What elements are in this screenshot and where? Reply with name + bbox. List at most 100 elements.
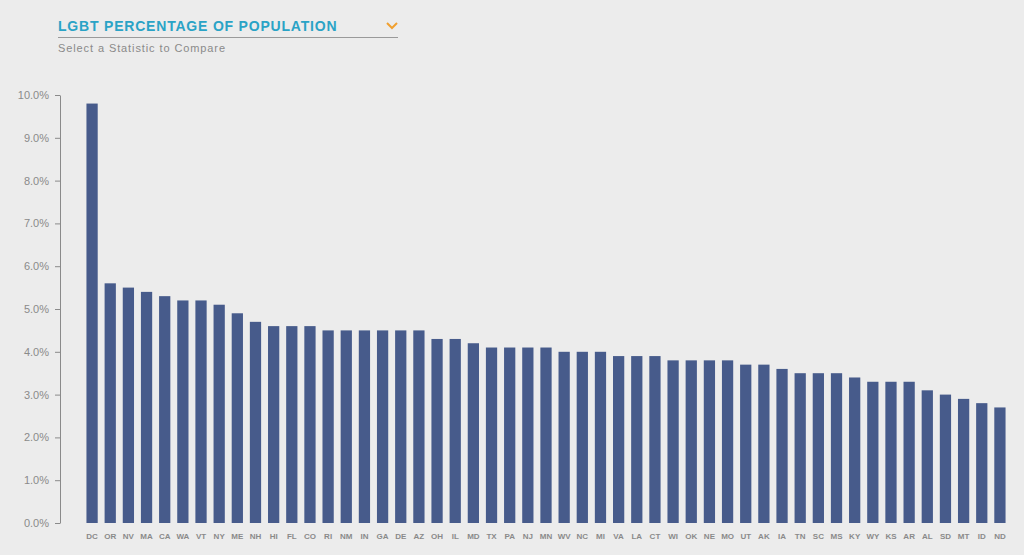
x-tick-label: LA [631,532,642,541]
bar[interactable] [159,296,170,523]
x-tick-label: SC [813,532,824,541]
bar[interactable] [177,300,188,523]
bar[interactable] [105,283,116,523]
bar[interactable] [486,348,497,523]
bar[interactable] [559,352,570,523]
x-tick: WA [176,523,189,541]
bar[interactable] [577,352,588,523]
x-tick: DE [395,523,407,541]
bar[interactable] [740,365,751,523]
x-tick-label: AL [922,532,933,541]
x-tick: WI [668,523,678,541]
y-tick-label: 3.0% [24,389,49,401]
y-tick: 10.0% [18,89,60,101]
bar[interactable] [123,288,134,523]
x-tick: OR [104,523,116,541]
bar[interactable] [195,300,206,523]
bar[interactable] [976,403,987,523]
bar[interactable] [141,292,152,523]
bar[interactable] [776,369,787,523]
x-axis: DCORNVMACAWAVTNYMENHHIFLCORINMINGADEAZOH… [86,523,1006,541]
bar[interactable] [904,382,915,523]
bar[interactable] [758,365,769,523]
bar[interactable] [795,373,806,523]
bar[interactable] [940,395,951,523]
x-tick-label: VA [613,532,624,541]
x-tick-label: HI [270,532,278,541]
bar[interactable] [704,360,715,523]
bar[interactable] [667,360,678,523]
y-tick-mark [55,480,60,481]
x-tick-label: MS [831,532,844,541]
x-tick-label: SD [940,532,951,541]
x-tick: SC [813,523,824,541]
bar[interactable] [286,326,297,523]
bar[interactable] [504,348,515,523]
bar[interactable] [885,382,896,523]
bar[interactable] [413,330,424,523]
bar[interactable] [322,330,333,523]
bar[interactable] [431,339,442,523]
x-tick-label: MO [721,532,734,541]
bar[interactable] [922,390,933,523]
bar[interactable] [250,322,261,523]
bar[interactable] [268,326,279,523]
x-tick-label: NV [123,532,135,541]
bar[interactable] [867,382,878,523]
x-tick: MO [721,523,734,541]
y-tick: 6.0% [24,260,60,272]
x-tick-label: ND [994,532,1006,541]
bar[interactable] [831,373,842,523]
x-tick-label: KY [849,532,861,541]
bar[interactable] [377,330,388,523]
y-tick-label: 6.0% [24,260,49,272]
x-tick-label: WV [558,532,572,541]
bar[interactable] [722,360,733,523]
x-tick-label: ME [231,532,244,541]
bar[interactable] [214,305,225,523]
bar[interactable] [849,377,860,523]
bar[interactable] [994,407,1005,523]
bar[interactable] [631,356,642,523]
x-tick-label: VT [196,532,206,541]
y-tick-mark [55,523,60,524]
y-tick-mark [55,181,60,182]
x-tick: TN [795,523,806,541]
bar[interactable] [395,330,406,523]
bar[interactable] [540,348,551,523]
bar[interactable] [450,339,461,523]
bar[interactable] [304,326,315,523]
x-tick: OH [431,523,443,541]
dropdown-chevron[interactable] [387,23,397,28]
x-tick-label: MA [140,532,153,541]
bar[interactable] [595,352,606,523]
bar[interactable] [86,104,97,523]
bar[interactable] [813,373,824,523]
bar[interactable] [613,356,624,523]
x-tick-label: KS [885,532,897,541]
title[interactable]: LGBT PERCENTAGE OF POPULATION [58,18,337,34]
x-tick: ND [994,523,1006,541]
title-underline [58,37,398,38]
x-tick: MN [540,523,553,541]
x-tick: GA [377,523,389,541]
y-tick-mark [55,223,60,224]
bar[interactable] [522,348,533,523]
chart: LGBT PERCENTAGE OF POPULATIONSelect a St… [0,0,1024,555]
x-tick: SD [940,523,951,541]
x-tick: WV [558,523,572,541]
y-tick-mark [55,138,60,139]
bar[interactable] [686,360,697,523]
x-tick-label: MD [467,532,480,541]
x-tick: NE [704,523,716,541]
y-axis-line [60,96,61,524]
bar[interactable] [958,399,969,523]
bar[interactable] [468,343,479,523]
x-tick-label: WI [668,532,678,541]
x-tick-label: CA [159,532,171,541]
bar[interactable] [232,313,243,523]
bar[interactable] [341,330,352,523]
bar[interactable] [359,330,370,523]
x-tick-label: NH [250,532,262,541]
bar[interactable] [649,356,660,523]
